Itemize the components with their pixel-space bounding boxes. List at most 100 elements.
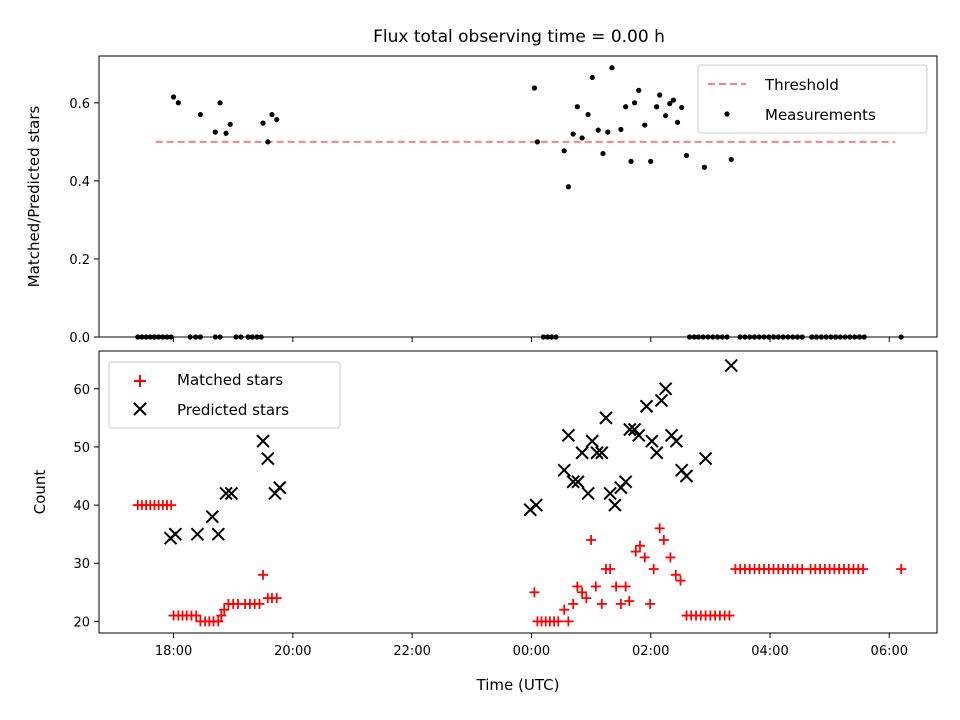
measurement-point	[657, 92, 663, 98]
measurement-point	[670, 97, 676, 103]
measurement-point	[260, 120, 266, 126]
matched-point	[577, 587, 588, 598]
count-y-tick-label: 50	[73, 441, 90, 456]
count-legend-box	[108, 361, 341, 429]
count-series-matched-stars	[132, 500, 907, 627]
measurement-point	[565, 184, 571, 190]
count-y-tick-label: 30	[73, 557, 90, 572]
ratio-y-tick-label: 0.6	[69, 97, 90, 112]
measurement-point	[628, 158, 634, 164]
measurement-point	[534, 139, 540, 145]
predicted-point	[566, 475, 580, 489]
predicted-point	[529, 498, 543, 512]
predicted-point	[190, 527, 205, 541]
predicted-point	[599, 411, 613, 425]
count-legend: Matched stars Predicted stars	[108, 361, 341, 429]
measurement-point	[605, 129, 611, 135]
measurement-point	[618, 126, 624, 132]
measurement-point	[636, 87, 642, 93]
matched-point	[581, 593, 592, 604]
matched-point	[605, 564, 616, 575]
measurement-point	[579, 135, 585, 141]
count-axis-ticks: 18:00 20:00 22:00 00:00 02:00 04:00 06:00 20 30 4…	[73, 383, 908, 659]
predicted-point	[205, 510, 220, 524]
measurement-point	[648, 158, 654, 164]
measurement-point	[674, 119, 681, 125]
matched-point	[559, 604, 570, 615]
matched-point	[586, 534, 597, 545]
measurement-point	[223, 130, 229, 136]
predicted-point	[590, 446, 604, 460]
count-x-tick-label: 06:00	[871, 644, 908, 659]
measurement-point	[274, 117, 280, 123]
predicted-point	[627, 422, 642, 437]
matched-point	[258, 569, 269, 580]
predicted-point	[618, 475, 633, 489]
chart-title: Flux total observing time = 0.00 h	[373, 27, 665, 47]
ratio-legend-box	[697, 64, 928, 134]
matched-point	[797, 564, 808, 575]
count-marks	[132, 358, 907, 627]
measurement-point	[600, 150, 606, 157]
measurement-point	[654, 104, 660, 110]
measurement-point	[609, 65, 615, 71]
predicted-point	[211, 527, 225, 541]
measurement-point	[589, 74, 595, 81]
matched-point	[645, 598, 656, 609]
measurement-point	[561, 148, 567, 154]
predicted-point	[575, 446, 589, 460]
matched-point	[634, 540, 645, 551]
matched-point	[665, 552, 676, 563]
x-axis-label: Time (UTC)	[476, 676, 560, 694]
predicted-point	[649, 446, 664, 460]
measurement-point	[531, 85, 538, 91]
ratio-marks	[135, 65, 904, 340]
matched-point	[219, 604, 230, 615]
count-y-tick-label: 20	[73, 615, 90, 630]
matched-point	[553, 616, 564, 627]
matched-point	[654, 523, 665, 534]
matched-point	[896, 564, 907, 575]
ratio-y-tick-label: 0.0	[69, 331, 90, 346]
matched-point	[191, 610, 202, 621]
count-x-tick-label: 04:00	[751, 644, 788, 659]
count-series-predicted-stars	[163, 358, 738, 545]
measurement-point	[642, 122, 648, 128]
matched-point	[724, 610, 735, 621]
measurement-point	[170, 94, 177, 100]
predicted-point	[654, 393, 669, 408]
count-panel: 18:00 20:00 22:00 00:00 02:00 04:00 06:00 20 30 4…	[31, 350, 938, 694]
predicted-point	[639, 399, 654, 413]
ratio-series-measurements	[135, 65, 904, 340]
count-x-tick-label: 20:00	[274, 644, 311, 659]
count-plot-frame	[98, 350, 938, 634]
measurement-point	[212, 129, 218, 135]
predicted-point	[658, 382, 673, 396]
matched-point	[529, 587, 540, 598]
matched-point	[658, 534, 669, 545]
measurement-point	[269, 111, 275, 118]
legend-matched-label: Matched stars	[177, 371, 283, 389]
ratio-plot-frame	[98, 55, 938, 338]
predicted-point	[581, 486, 595, 501]
matched-point	[639, 552, 650, 563]
predicted-point	[273, 480, 287, 495]
predicted-point	[679, 469, 694, 483]
count-x-tick-label: 18:00	[155, 644, 192, 659]
legend-predicted-swatch	[133, 402, 147, 416]
measurement-point	[663, 113, 669, 119]
predicted-point	[669, 434, 684, 448]
predicted-point	[595, 446, 609, 460]
measurement-point	[728, 156, 734, 163]
predicted-point	[261, 451, 275, 466]
matched-point	[615, 598, 626, 609]
matched-point	[624, 596, 635, 607]
predicted-point	[256, 434, 270, 448]
predicted-point	[603, 486, 617, 501]
measurement-point	[570, 131, 576, 137]
matched-point	[213, 616, 224, 627]
measurement-point	[574, 104, 580, 110]
predicted-point	[168, 527, 183, 541]
predicted-point	[632, 428, 646, 443]
legend-matched-swatch	[134, 375, 146, 387]
